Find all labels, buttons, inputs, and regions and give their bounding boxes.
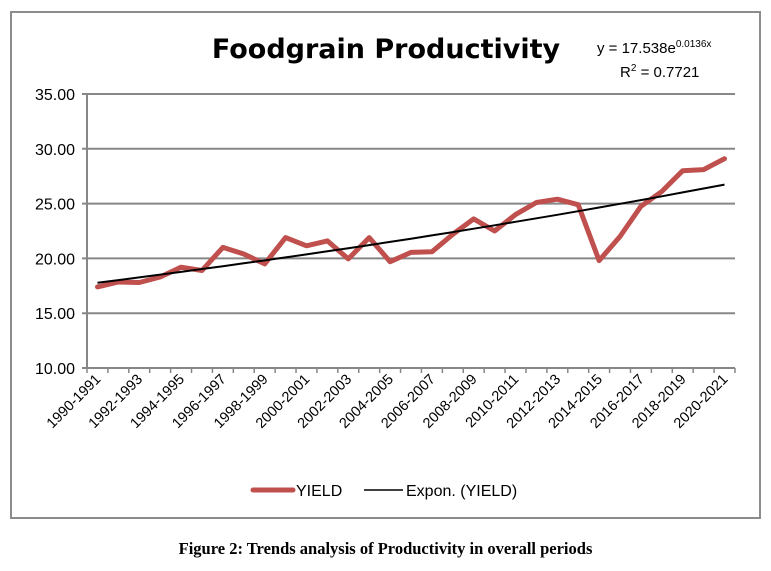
legend-yield-label: YIELD	[296, 483, 342, 500]
y-tick-label: 25.00	[35, 197, 75, 214]
y-tick-label: 15.00	[35, 306, 75, 323]
equation-base: y = 17.538e	[597, 40, 676, 57]
equation-exponent: 0.0136x	[676, 39, 712, 50]
trendline-equation: y = 17.538e0.0136x	[597, 39, 711, 57]
y-axis: 10.00 15.00 20.00 25.00 30.00 35.00	[35, 87, 88, 378]
r2-label: R	[620, 64, 631, 81]
chart-frame	[10, 11, 761, 519]
legend: YIELD Expon. (YIELD)	[250, 483, 517, 500]
r-squared: R2 = 0.7721	[620, 63, 699, 81]
gridlines	[82, 93, 735, 369]
figure-caption: Figure 2: Trends analysis of Productivit…	[178, 539, 593, 558]
y-tick-label: 10.00	[35, 361, 75, 378]
y-tick-label: 35.00	[35, 87, 75, 104]
legend-trend-label: Expon. (YIELD)	[406, 483, 517, 500]
r2-value: = 0.7721	[636, 64, 699, 81]
trendline	[97, 183, 725, 284]
chart-title: Foodgrain Productivity	[212, 34, 561, 65]
r2-superscript: 2	[631, 63, 637, 74]
series-layer	[95, 156, 727, 290]
yield-line	[95, 156, 727, 290]
y-tick-label: 30.00	[35, 142, 75, 159]
x-axis: 1990-19911992-19931994-19951996-19971998…	[44, 367, 736, 432]
y-tick-label: 20.00	[35, 251, 75, 268]
